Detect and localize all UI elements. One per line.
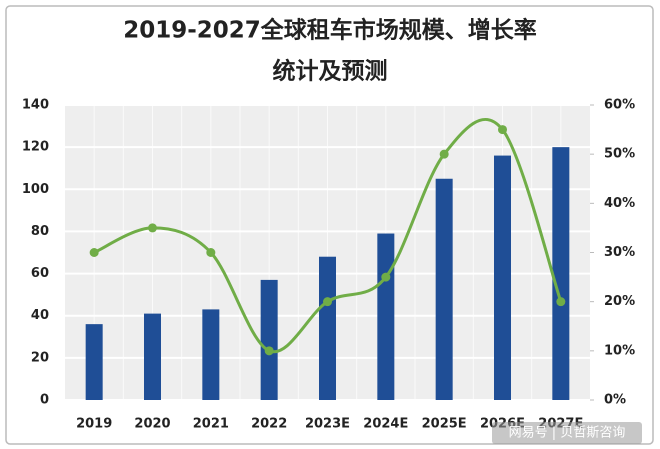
- line-marker: [556, 297, 566, 307]
- x-tick-label: 2024E: [363, 417, 408, 432]
- y2-tick-label: 0%: [604, 393, 626, 408]
- y2-tick-label: 60%: [604, 98, 635, 113]
- y2-tick-label: 40%: [604, 196, 635, 211]
- bar: [435, 178, 453, 400]
- x-tick-label: 2025E: [422, 417, 467, 432]
- bar: [319, 256, 336, 400]
- x-tick-label: 2021: [193, 417, 229, 432]
- line-marker: [264, 346, 274, 356]
- x-tick-label: 2023E: [305, 417, 350, 432]
- y2-tick-label: 10%: [604, 343, 635, 358]
- chart-title: 2019-2027全球租车市场规模、增长率: [123, 17, 537, 44]
- x-tick-label: 2019: [76, 417, 112, 432]
- y-tick-label: 100: [22, 182, 49, 197]
- x-tick-label: 2022: [251, 417, 287, 432]
- line-marker: [439, 149, 449, 159]
- bar: [377, 233, 395, 400]
- y-tick-label: 140: [22, 98, 49, 113]
- x-tick-label: 2020: [134, 417, 170, 432]
- y2-tick-label: 20%: [604, 294, 635, 309]
- watermark-bg: [492, 422, 642, 444]
- bar: [552, 147, 570, 400]
- y-tick-label: 80: [31, 224, 49, 239]
- bar: [494, 155, 511, 400]
- bar: [260, 279, 278, 400]
- y-tick-label: 20: [31, 350, 49, 365]
- watermark: 网易号 | 贝哲斯咨询: [509, 426, 626, 441]
- line-marker: [381, 272, 391, 282]
- y2-tick-label: 50%: [604, 147, 635, 162]
- y-tick-label: 120: [22, 140, 49, 155]
- y-tick-label: 60: [31, 266, 49, 281]
- line-marker: [89, 248, 99, 257]
- bar: [85, 324, 103, 400]
- bar: [202, 309, 220, 400]
- line-marker: [148, 223, 157, 233]
- chart-title: 统计及预测: [273, 58, 388, 85]
- line-marker: [206, 248, 216, 257]
- y2-tick-label: 30%: [604, 245, 635, 260]
- bar: [144, 313, 161, 400]
- y-tick-label: 40: [31, 308, 49, 323]
- line-marker: [323, 297, 332, 307]
- y-tick-label: 0: [40, 393, 49, 408]
- line-marker: [498, 125, 507, 135]
